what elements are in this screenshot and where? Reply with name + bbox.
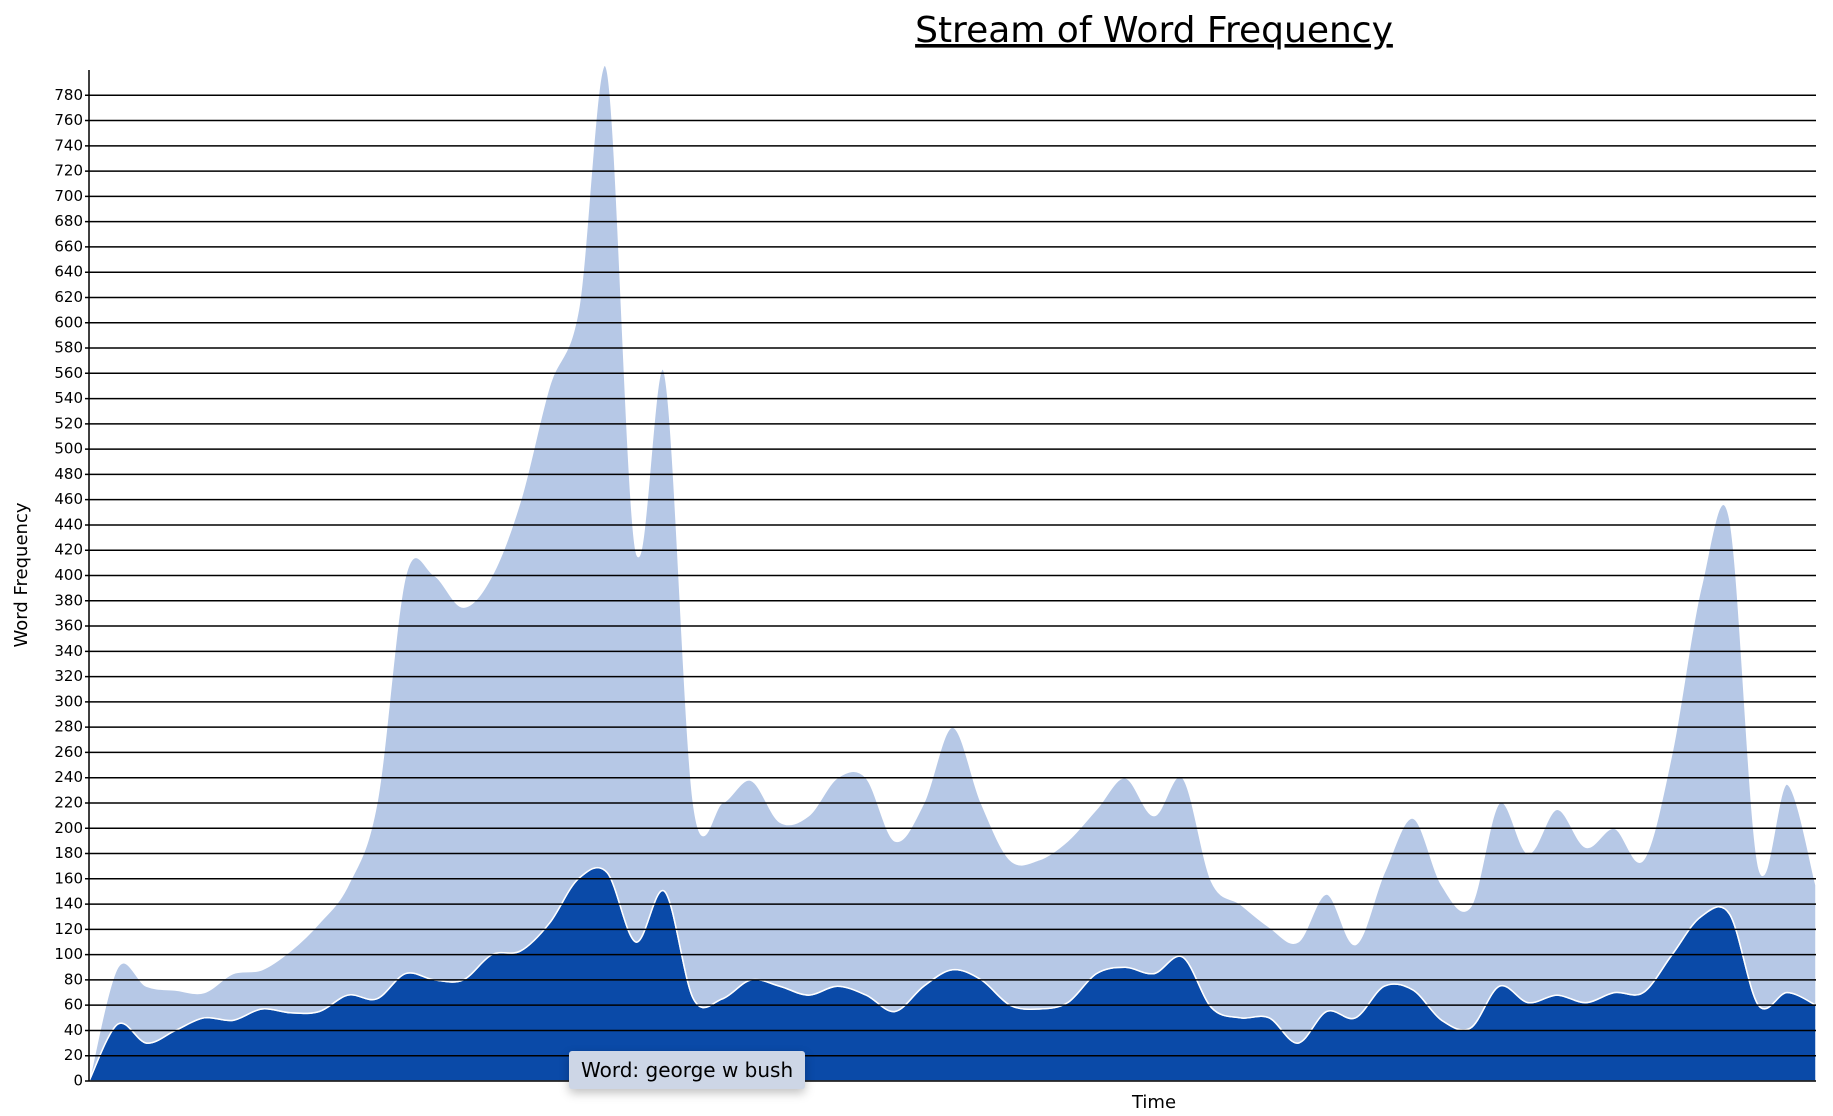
y-tick-label: 240 — [54, 768, 83, 786]
y-tick-label: 400 — [54, 566, 83, 584]
x-axis-label: Time — [1131, 1092, 1176, 1113]
y-tick-label: 220 — [54, 793, 83, 811]
y-tick-label: 460 — [54, 490, 83, 508]
y-tick-label: 120 — [54, 920, 83, 938]
y-tick-label: 320 — [54, 667, 83, 685]
y-tick-label: 20 — [64, 1046, 83, 1064]
y-axis-label: Word Frequency — [11, 502, 32, 647]
y-tick-label: 660 — [54, 237, 83, 255]
y-tick-label: 300 — [54, 692, 83, 710]
y-tick-label: 540 — [54, 389, 83, 407]
y-tick-label: 500 — [54, 440, 83, 458]
y-tick-label: 640 — [54, 263, 83, 281]
y-tick-label: 440 — [54, 515, 83, 533]
tooltip: Word: george w bush — [569, 1051, 806, 1089]
area — [88, 64, 1817, 1082]
y-tick-label: 260 — [54, 743, 83, 761]
y-tick-label: 100 — [54, 945, 83, 963]
chart-title: Stream of Word Frequency — [915, 10, 1393, 51]
y-tick-label: 740 — [54, 136, 83, 154]
y-tick-label: 80 — [64, 970, 83, 988]
y-tick-label: 420 — [54, 541, 83, 559]
y-tick-label: 280 — [54, 718, 83, 736]
y-tick-label: 780 — [54, 86, 83, 104]
y-tick-label: 380 — [54, 591, 83, 609]
y-tick-label: 0 — [73, 1072, 83, 1090]
y-tick-label: 340 — [54, 642, 83, 660]
y-tick-label: 140 — [54, 895, 83, 913]
y-tick-label: 600 — [54, 313, 83, 331]
y-tick-label: 620 — [54, 288, 83, 306]
y-tick-label: 160 — [54, 869, 83, 887]
y-tick-label: 560 — [54, 364, 83, 382]
y-tick-label: 680 — [54, 212, 83, 230]
grid — [85, 70, 1816, 1082]
y-tick-label: 760 — [54, 111, 83, 129]
y-tick-label: 60 — [64, 996, 83, 1014]
y-tick-label: 360 — [54, 617, 83, 635]
y-tick-label: 480 — [54, 465, 83, 483]
y-tick-label: 580 — [54, 339, 83, 357]
y-tick-label: 700 — [54, 187, 83, 205]
y-tick-label: 200 — [54, 819, 83, 837]
y-tick-label: 180 — [54, 844, 83, 862]
y-tick-label: 720 — [54, 162, 83, 180]
y-tick-label: 520 — [54, 414, 83, 432]
y-tick-label: 40 — [64, 1021, 83, 1039]
